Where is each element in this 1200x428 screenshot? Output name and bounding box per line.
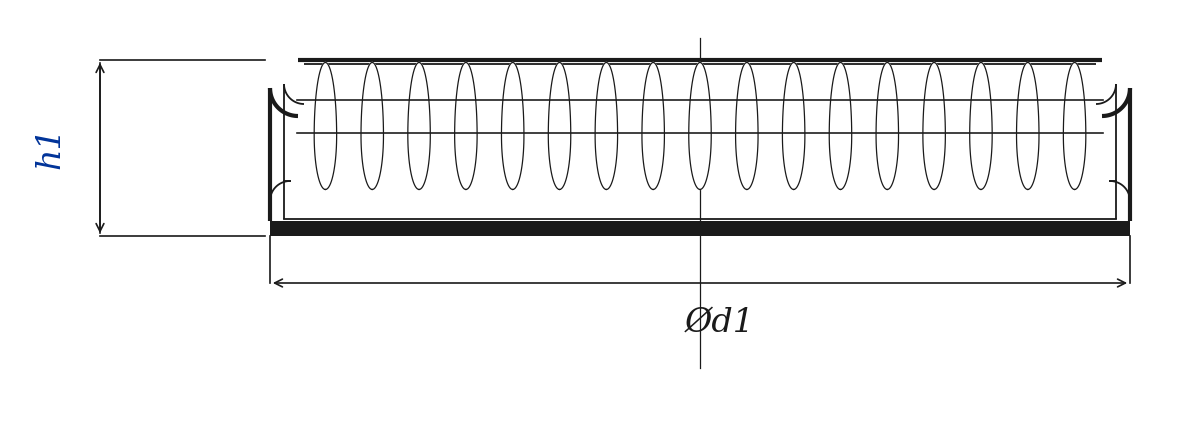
Polygon shape (782, 62, 805, 190)
Polygon shape (314, 62, 337, 190)
Polygon shape (1016, 62, 1039, 190)
Polygon shape (408, 62, 431, 190)
Polygon shape (595, 62, 618, 190)
Polygon shape (736, 62, 758, 190)
Polygon shape (689, 62, 712, 190)
Polygon shape (829, 62, 852, 190)
Polygon shape (642, 62, 665, 190)
Bar (270, 221, 1130, 236)
Polygon shape (502, 62, 524, 190)
Text: Ød1: Ød1 (685, 307, 755, 339)
Polygon shape (361, 62, 384, 190)
Polygon shape (548, 62, 571, 190)
Polygon shape (923, 62, 946, 190)
Polygon shape (1063, 62, 1086, 190)
Polygon shape (455, 62, 478, 190)
Text: h1: h1 (34, 127, 66, 169)
Polygon shape (876, 62, 899, 190)
Polygon shape (970, 62, 992, 190)
